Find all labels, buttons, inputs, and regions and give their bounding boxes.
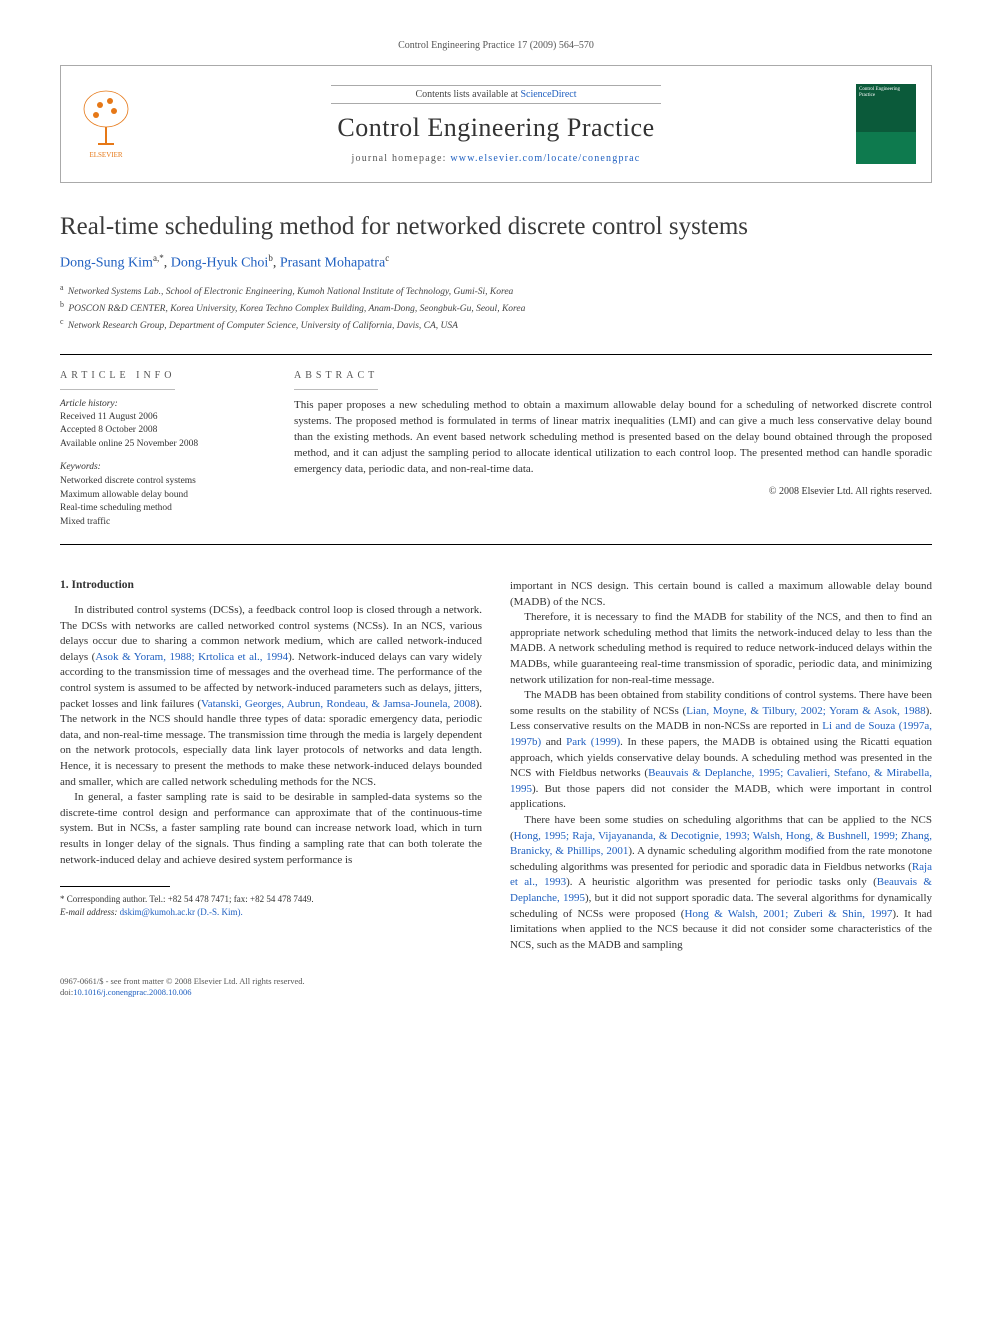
body-paragraph: important in NCS design. This certain bo…: [510, 579, 932, 610]
elsevier-wordmark: ELSEVIER: [89, 151, 122, 159]
corresponding-author-footnote: * Corresponding author. Tel.: +82 54 478…: [60, 893, 482, 918]
history-line: Accepted 8 October 2008: [60, 424, 260, 437]
keyword: Real-time scheduling method: [60, 502, 260, 516]
corr-email-link[interactable]: dskim@kumoh.ac.kr (D.-S. Kim).: [120, 907, 243, 917]
affil-mark: b: [60, 300, 64, 309]
author-link[interactable]: Dong-Sung Kim: [60, 256, 153, 271]
body-col-right: important in NCS design. This certain bo…: [510, 579, 932, 954]
keyword: Maximum allowable delay bound: [60, 489, 260, 503]
history-line: Received 11 August 2006: [60, 411, 260, 424]
doi-prefix: doi:: [60, 987, 73, 997]
keywords-label: Keywords:: [60, 461, 260, 475]
author-list: Dong-Sung Kima,*, Dong-Hyuk Choib, Prasa…: [60, 253, 932, 272]
affiliation: c Network Research Group, Department of …: [60, 316, 932, 333]
homepage-prefix: journal homepage:: [352, 153, 451, 164]
author-mark: b: [268, 253, 273, 263]
doi-line: doi:10.1016/j.conengprac.2008.10.006: [60, 987, 932, 999]
affil-mark: c: [60, 317, 64, 326]
body-col-left: 1. Introduction In distributed control s…: [60, 579, 482, 954]
elsevier-tree-logo-icon: ELSEVIER: [76, 89, 136, 159]
journal-cover-thumbnail-icon: Control Engineering Practice: [856, 84, 916, 164]
doi-link[interactable]: 10.1016/j.conengprac.2008.10.006: [73, 987, 191, 997]
abstract-block: ABSTRACT This paper proposes a new sched…: [294, 355, 932, 544]
history-label: Article history:: [60, 398, 260, 411]
article-info-head: ARTICLE INFO: [60, 370, 175, 390]
article-title: Real-time scheduling method for networke…: [60, 213, 932, 241]
journal-name: Control Engineering Practice: [151, 113, 841, 143]
author-name: Dong-Hyuk Choi: [171, 256, 269, 271]
cover-thumb-title: Control Engineering Practice: [859, 87, 913, 98]
sciencedirect-link[interactable]: ScienceDirect: [520, 89, 576, 100]
author-mark: c: [385, 253, 389, 263]
author-name: Dong-Sung Kim: [60, 256, 153, 271]
body-paragraph: There have been some studies on scheduli…: [510, 813, 932, 953]
article-info-block: ARTICLE INFO Article history: Received 1…: [60, 355, 260, 544]
history-line: Available online 25 November 2008: [60, 438, 260, 451]
author-link[interactable]: Dong-Hyuk Choi: [171, 256, 269, 271]
abstract-head: ABSTRACT: [294, 370, 378, 390]
email-label: E-mail address:: [60, 907, 120, 917]
body-paragraph: In distributed control systems (DCSs), a…: [60, 603, 482, 790]
keyword: Mixed traffic: [60, 516, 260, 530]
author-link[interactable]: Prasant Mohapatra: [280, 256, 385, 271]
contents-prefix: Contents lists available at: [415, 89, 520, 100]
author-mark: a,*: [153, 253, 164, 263]
abstract-copyright: © 2008 Elsevier Ltd. All rights reserved…: [294, 486, 932, 497]
abstract-text: This paper proposes a new scheduling met…: [294, 398, 932, 478]
footnote-separator: [60, 886, 170, 887]
affiliation: b POSCON R&D CENTER, Korea University, K…: [60, 299, 932, 316]
affiliation: a Networked Systems Lab., School of Elec…: [60, 282, 932, 299]
running-head: Control Engineering Practice 17 (2009) 5…: [60, 40, 932, 51]
affil-text: Networked Systems Lab., School of Electr…: [68, 287, 513, 297]
section-heading: 1. Introduction: [60, 579, 482, 591]
affil-text: POSCON R&D CENTER, Korea University, Kor…: [68, 304, 525, 314]
journal-homepage-link[interactable]: www.elsevier.com/locate/conengprac: [450, 153, 640, 164]
journal-cover-cell: Control Engineering Practice: [841, 66, 931, 182]
keyword: Networked discrete control systems: [60, 475, 260, 489]
body-paragraph: Therefore, it is necessary to find the M…: [510, 610, 932, 688]
affil-text: Network Research Group, Department of Co…: [68, 322, 458, 332]
body-paragraph: The MADB has been obtained from stabilit…: [510, 688, 932, 813]
contents-available-line: Contents lists available at ScienceDirec…: [331, 85, 661, 104]
affiliation-list: a Networked Systems Lab., School of Elec…: [60, 282, 932, 334]
article-history: Article history: Received 11 August 2006…: [60, 398, 260, 451]
journal-homepage-line: journal homepage: www.elsevier.com/locat…: [151, 153, 841, 164]
body-columns: 1. Introduction In distributed control s…: [60, 579, 932, 954]
article-meta-row: ARTICLE INFO Article history: Received 1…: [60, 354, 932, 545]
bottom-meta: 0967-0661/$ - see front matter © 2008 El…: [60, 976, 932, 1000]
journal-header-box: ELSEVIER Contents lists available at Sci…: [60, 65, 932, 183]
affil-mark: a: [60, 283, 64, 292]
publisher-logo-cell: ELSEVIER: [61, 66, 151, 182]
author-name: Prasant Mohapatra: [280, 256, 385, 271]
journal-header-center: Contents lists available at ScienceDirec…: [151, 66, 841, 182]
body-paragraph: In general, a faster sampling rate is sa…: [60, 790, 482, 868]
corr-author-line: * Corresponding author. Tel.: +82 54 478…: [60, 893, 482, 906]
front-matter-line: 0967-0661/$ - see front matter © 2008 El…: [60, 976, 932, 988]
corr-email-line: E-mail address: dskim@kumoh.ac.kr (D.-S.…: [60, 906, 482, 919]
keywords-block: Keywords: Networked discrete control sys…: [60, 461, 260, 530]
